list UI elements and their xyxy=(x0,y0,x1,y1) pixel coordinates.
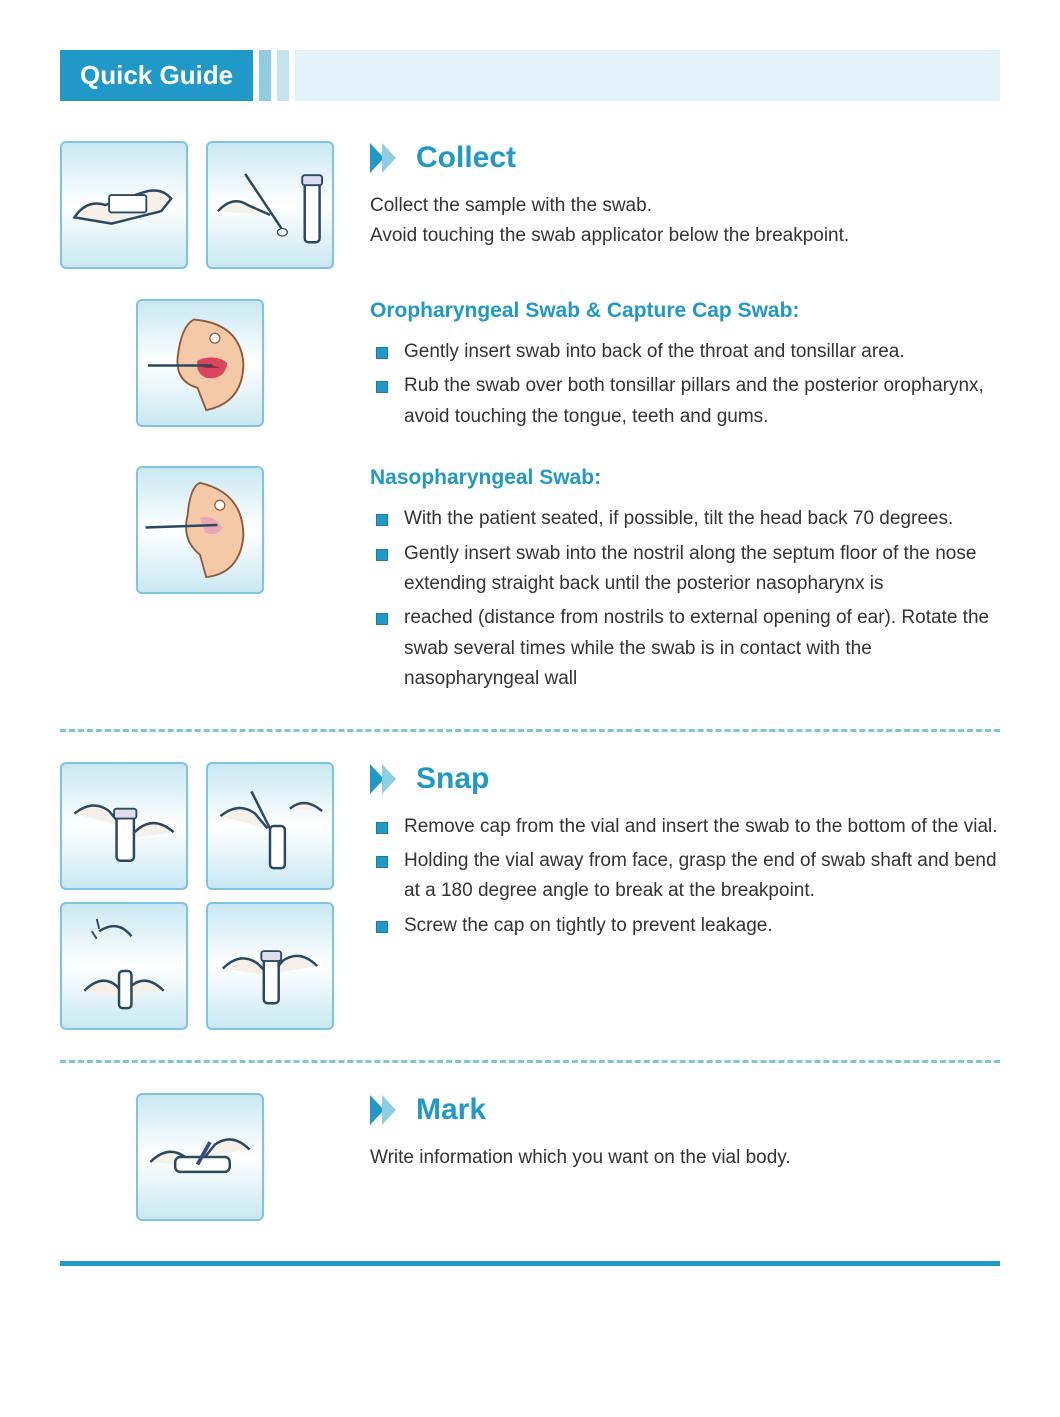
collect-body-1: Collect the sample with the swab. xyxy=(370,191,1000,221)
header-stripe-2 xyxy=(277,50,289,101)
illustration-oropharyngeal xyxy=(136,299,264,427)
naso-item-1: With the patient seated, if possible, ti… xyxy=(376,504,1000,534)
naso-text: Nasopharyngeal Swab: With the patient se… xyxy=(370,466,1000,698)
oro-text: Oropharyngeal Swab & Capture Cap Swab: G… xyxy=(370,299,1000,436)
illustration-break-swab xyxy=(60,902,188,1030)
section-naso: Nasopharyngeal Swab: With the patient se… xyxy=(60,466,1000,698)
mark-title: Mark xyxy=(416,1093,486,1127)
collect-body-2: Avoid touching the swab applicator below… xyxy=(370,221,1000,251)
oro-heading: Oropharyngeal Swab & Capture Cap Swab: xyxy=(370,299,1000,323)
illustration-insert-swab xyxy=(206,762,334,890)
naso-item-3: reached (distance from nostrils to exter… xyxy=(376,603,1000,694)
divider-2 xyxy=(60,1060,1000,1063)
snap-bullets: Remove cap from the vial and insert the … xyxy=(370,812,1000,942)
illustration-screw-cap xyxy=(206,902,334,1030)
divider-1 xyxy=(60,729,1000,732)
illustration-nasopharyngeal xyxy=(136,466,264,594)
collect-text: Collect Collect the sample with the swab… xyxy=(370,141,1000,269)
section-mark: Mark Write information which you want on… xyxy=(60,1093,1000,1221)
illustration-open-package xyxy=(60,141,188,269)
illustration-swab-vial xyxy=(206,141,334,269)
snap-text: Snap Remove cap from the vial and insert… xyxy=(370,762,1000,1030)
mark-image xyxy=(60,1093,340,1221)
snap-item-1: Remove cap from the vial and insert the … xyxy=(376,812,1000,842)
mark-text: Mark Write information which you want on… xyxy=(370,1093,1000,1221)
snap-item-2: Holding the vial away from face, grasp t… xyxy=(376,846,1000,907)
naso-heading: Nasopharyngeal Swab: xyxy=(370,466,1000,490)
snap-item-3: Screw the cap on tightly to prevent leak… xyxy=(376,911,1000,941)
section-collect: Collect Collect the sample with the swab… xyxy=(60,141,1000,269)
page-title: Quick Guide xyxy=(60,50,253,101)
header-stripe-rest xyxy=(295,50,1000,101)
naso-item-2: Gently insert swab into the nostril alon… xyxy=(376,539,1000,600)
footer-line xyxy=(60,1261,1000,1266)
illustration-mark-vial xyxy=(136,1093,264,1221)
oro-bullets: Gently insert swab into back of the thro… xyxy=(370,337,1000,432)
naso-bullets: With the patient seated, if possible, ti… xyxy=(370,504,1000,694)
mark-body: Write information which you want on the … xyxy=(370,1143,1000,1173)
oro-image xyxy=(60,299,340,436)
header-bar: Quick Guide xyxy=(60,50,1000,101)
chevron-icon xyxy=(370,1095,404,1125)
illustration-remove-cap xyxy=(60,762,188,890)
collect-title: Collect xyxy=(416,141,516,175)
snap-title: Snap xyxy=(416,762,489,796)
snap-images xyxy=(60,762,340,1030)
collect-images xyxy=(60,141,340,269)
section-oro: Oropharyngeal Swab & Capture Cap Swab: G… xyxy=(60,299,1000,436)
header-stripe-1 xyxy=(259,50,271,101)
oro-item-1: Gently insert swab into back of the thro… xyxy=(376,337,1000,367)
section-snap: Snap Remove cap from the vial and insert… xyxy=(60,762,1000,1030)
naso-image xyxy=(60,466,340,698)
chevron-icon xyxy=(370,143,404,173)
chevron-icon xyxy=(370,764,404,794)
oro-item-2: Rub the swab over both tonsillar pillars… xyxy=(376,371,1000,432)
